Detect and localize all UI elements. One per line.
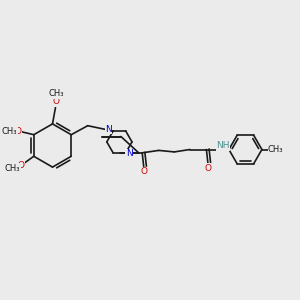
Text: N: N xyxy=(126,149,133,158)
Text: CH₃: CH₃ xyxy=(268,145,283,154)
Text: O: O xyxy=(17,161,24,170)
Text: O: O xyxy=(140,167,147,176)
Text: NH: NH xyxy=(216,141,230,150)
Text: O: O xyxy=(53,98,60,106)
Text: O: O xyxy=(15,127,22,136)
Text: O: O xyxy=(204,164,211,173)
Text: CH₃: CH₃ xyxy=(5,164,20,173)
Text: N: N xyxy=(105,125,112,134)
Text: CH₃: CH₃ xyxy=(49,89,64,98)
Text: CH₃: CH₃ xyxy=(2,127,17,136)
